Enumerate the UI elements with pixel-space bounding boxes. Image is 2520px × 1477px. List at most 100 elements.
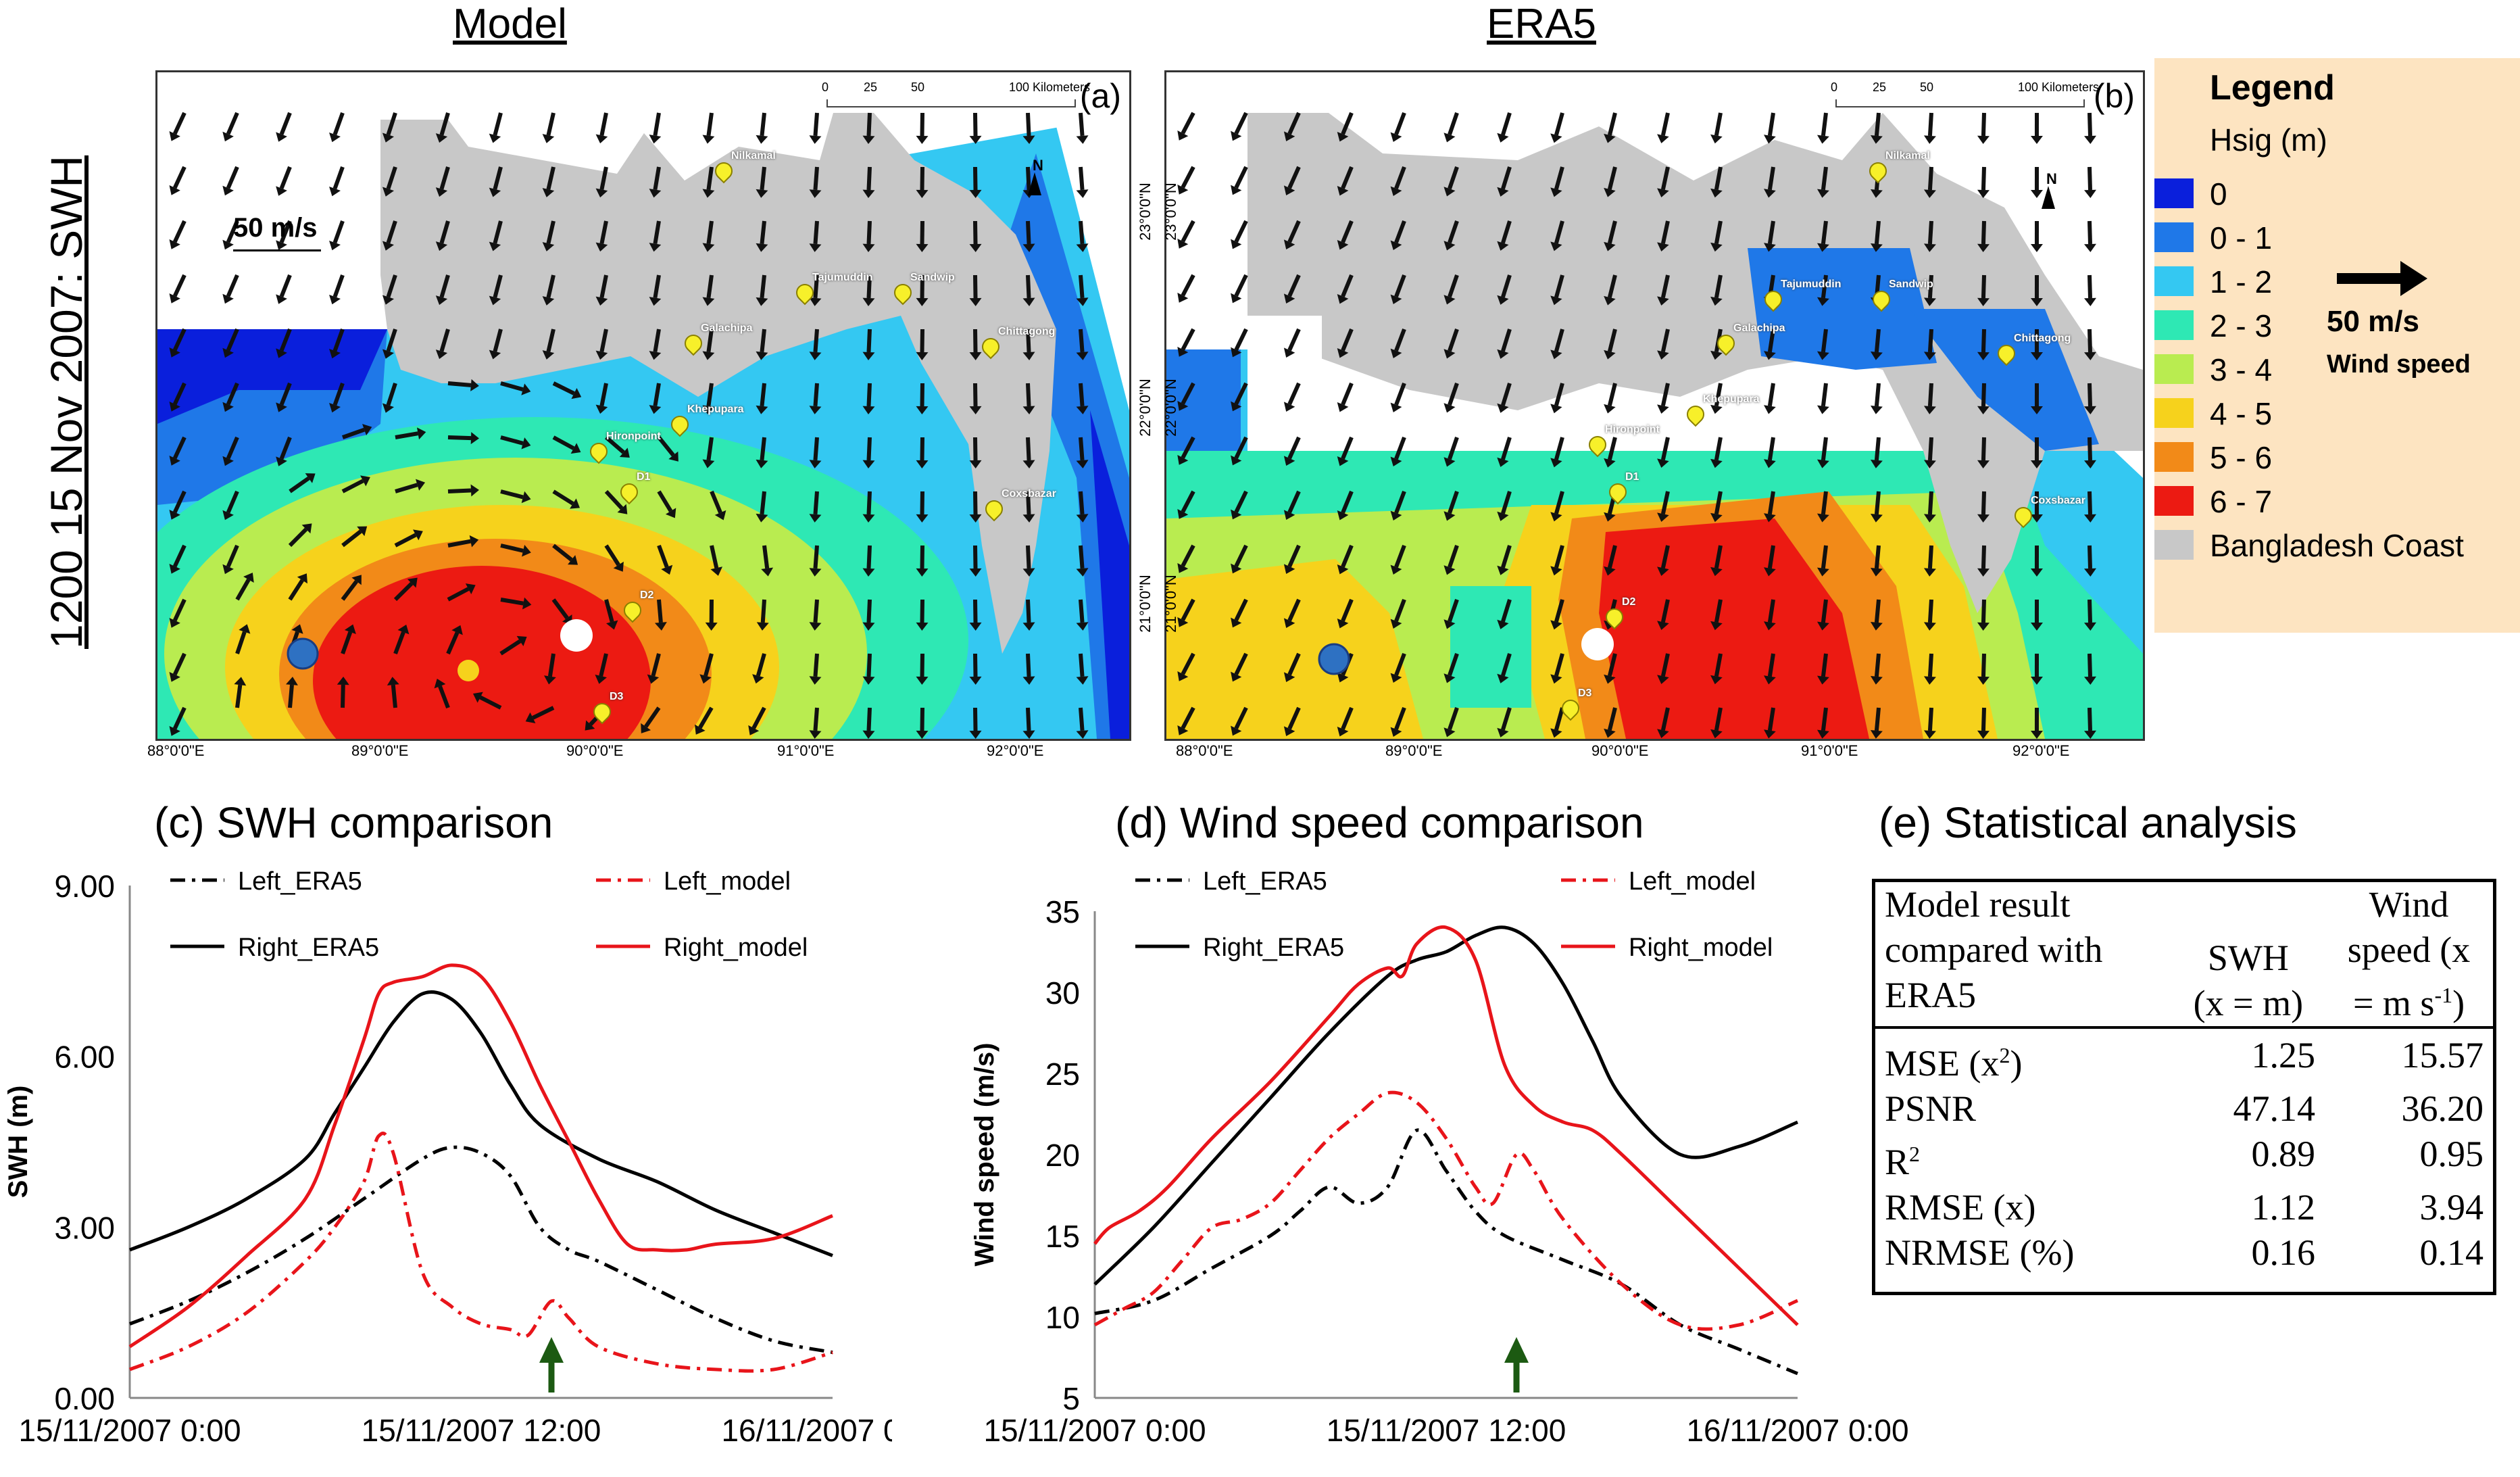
wind-arrow [1554, 437, 1564, 460]
wind-arrow [1079, 112, 1085, 137]
wind-arrow-head [969, 460, 982, 468]
side-title: 1200 15 Nov 2007: SWH [41, 155, 91, 649]
wind-arrow [447, 435, 472, 441]
wind-arrow [1079, 274, 1085, 299]
wind-arrow [1234, 220, 1248, 243]
map-era5-svg [1166, 72, 2143, 739]
wind-arrow [1714, 707, 1723, 731]
y-tick-label: 9.00 [54, 869, 115, 904]
wind-arrow [1448, 329, 1459, 352]
wind-arrow-head [2083, 676, 2096, 685]
wind-arrow-head [862, 135, 875, 144]
wind-arrow [1660, 653, 1670, 677]
wind-arrow [546, 166, 555, 190]
wind-arrow-head [969, 189, 982, 198]
wind-arrow [1981, 383, 1986, 407]
chart-d-title: (d) Wind speed comparison [1115, 798, 1644, 847]
wind-arrow-head [1337, 348, 1349, 358]
wind-arrow [1181, 112, 1195, 135]
wind-arrow-head [222, 239, 234, 250]
wind-arrow-head [702, 297, 715, 306]
wind-arrow [1607, 653, 1617, 677]
wind-arrow-head [1604, 674, 1616, 684]
wind-arrow [386, 112, 397, 136]
wind-arrow [1714, 599, 1723, 623]
wind-arrow [546, 112, 555, 136]
wind-arrow [1079, 166, 1085, 191]
wind-arrow [493, 274, 503, 298]
legend-label: Right_ERA5 [1203, 934, 1344, 962]
wind-arrow [1079, 491, 1085, 515]
wind-arrow [1874, 220, 1881, 245]
map-era5-scalebar-t2: 50 [1920, 80, 1934, 94]
wind-arrow-head [1763, 243, 1776, 252]
wind-arrow-head [1443, 187, 1456, 197]
wind-arrow [1767, 112, 1775, 137]
wind-arrow-head [2083, 243, 2096, 252]
x-tick-label: 15/11/2007 0:00 [18, 1413, 241, 1448]
wind-arrow-head [1177, 130, 1189, 141]
wind-arrow [1448, 653, 1459, 677]
wind-arrow [288, 579, 304, 601]
wind-arrow [1079, 383, 1085, 407]
wind-arrow [172, 328, 187, 352]
legend-label: 3 - 4 [2210, 352, 2273, 387]
wind-arrow-head [2083, 352, 2096, 360]
wind-arrow-head [1497, 619, 1509, 629]
map-model-scalebar-t2: 50 [911, 80, 925, 94]
wind-arrow [394, 533, 417, 548]
wind-arrow-head [1076, 622, 1089, 631]
wind-arrow-head [1390, 564, 1402, 575]
wind-arrow-head [1337, 727, 1349, 737]
wind-arrow-head [1283, 293, 1295, 304]
wind-arrow-head [413, 529, 423, 541]
wind-arrow [1554, 599, 1564, 623]
wind-arrow [1714, 545, 1723, 568]
x-tick-label: 16/11/2007 0:00 [1686, 1413, 1908, 1448]
wind-arrow-head [472, 692, 483, 703]
wind-arrow [438, 685, 450, 709]
stats-metric: NRMSE (%) [1885, 1232, 2075, 1273]
legend-label: 4 - 5 [2210, 396, 2273, 431]
wind-arrow [813, 599, 819, 623]
wind-arrow [1448, 437, 1459, 460]
wind-arrow [1821, 383, 1828, 407]
wind-arrow-head [613, 561, 624, 572]
wind-arrow-head [1710, 350, 1723, 360]
y-tick-label: 5 [1062, 1381, 1080, 1416]
wind-arrow [599, 166, 608, 190]
place-label-tajumuddin: Tajumuddin [812, 272, 873, 283]
wind-arrow [760, 599, 766, 623]
wind-arrow [493, 220, 503, 244]
wind-arrow-head [649, 297, 662, 306]
wind-arrow-head [714, 510, 726, 520]
y-axis-label: SWH (m) [3, 1086, 33, 1198]
wind-arrow [500, 598, 524, 606]
wind-arrow-head [169, 564, 180, 574]
wind-arrow-head [344, 624, 356, 634]
legend-subtitle: Hsig (m) [2210, 122, 2327, 158]
wind-arrow-head [809, 730, 822, 739]
wind-arrow-head [169, 672, 180, 682]
wind-arrow-head [969, 406, 982, 414]
wind-arrow-head [1870, 568, 1883, 577]
stats-metric: RMSE (x) [1885, 1187, 2036, 1228]
wind-arrow [706, 166, 714, 191]
wind-arrow-head [916, 460, 929, 468]
wind-arrow [1341, 436, 1354, 460]
wind-arrow-head [699, 674, 712, 684]
legend-swatch [2154, 222, 2194, 252]
wind-arrow-head [585, 720, 595, 731]
wind-arrow [439, 329, 450, 352]
wind-arrow-head [809, 622, 822, 631]
y-tick-label: 35 [1045, 894, 1080, 929]
wind-arrow [1660, 329, 1670, 352]
map-era5-lon-88: 88°0'0"E [1176, 742, 1233, 759]
wind-arrow [1927, 112, 1933, 137]
wind-arrow-head [1283, 239, 1295, 249]
wind-arrow-head [2030, 297, 2043, 306]
place-label-coxsbazar: Coxsbazar [1002, 488, 1056, 500]
wind-arrow-head [1657, 404, 1669, 414]
legend-swatch [2154, 486, 2194, 516]
map-model-scale-arrow [233, 249, 321, 251]
